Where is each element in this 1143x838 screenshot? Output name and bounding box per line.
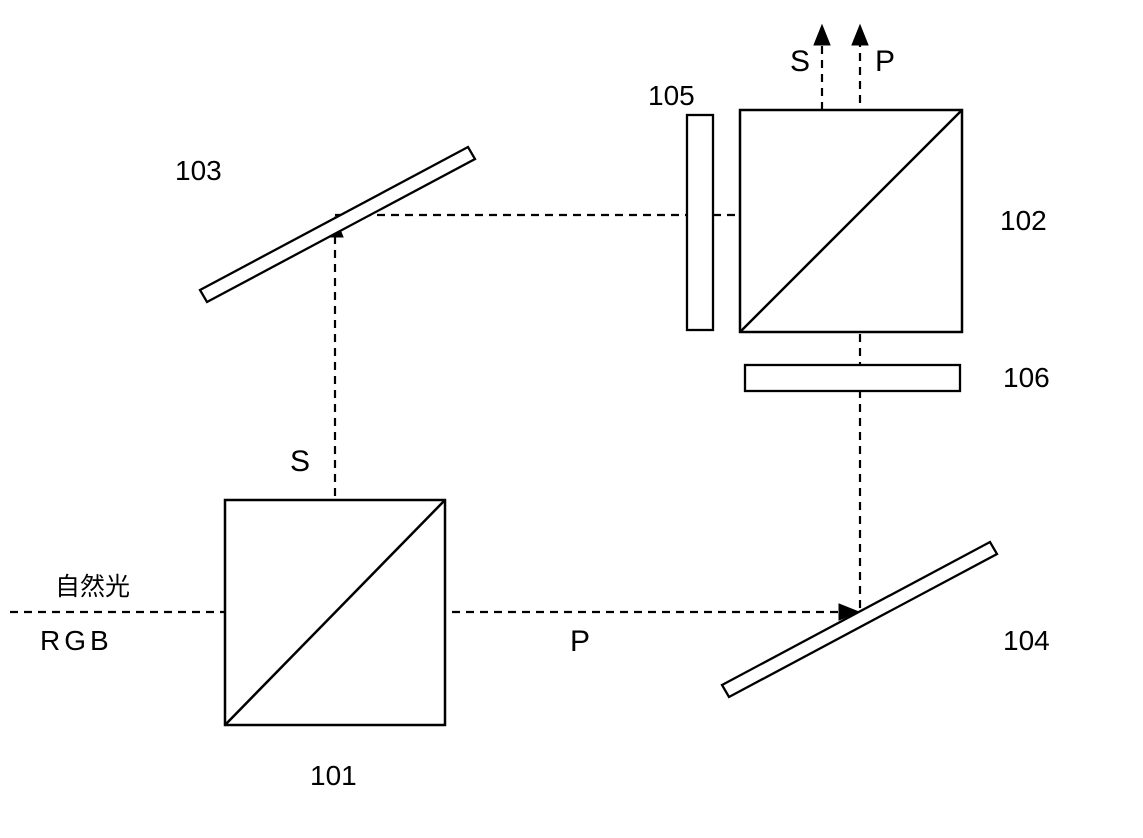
input-label-bottom: RGB [40, 625, 113, 657]
component-pbs-101 [225, 500, 445, 725]
output-p-label: P [875, 45, 895, 79]
label-105: 105 [648, 80, 695, 112]
p-path-label: P [570, 625, 590, 659]
component-plate-105 [687, 115, 713, 330]
s-path-label: S [290, 445, 310, 479]
component-plate-106 [745, 365, 960, 391]
input-label-top: 自然光 [55, 567, 130, 603]
component-mirror-103 [200, 147, 475, 302]
label-106: 106 [1003, 362, 1050, 394]
label-101: 101 [310, 760, 357, 792]
optical-diagram [0, 0, 1143, 838]
component-pbs-102 [740, 110, 962, 332]
label-102: 102 [1000, 205, 1047, 237]
output-s-label: S [790, 45, 810, 79]
label-104: 104 [1003, 625, 1050, 657]
label-103: 103 [175, 155, 222, 187]
